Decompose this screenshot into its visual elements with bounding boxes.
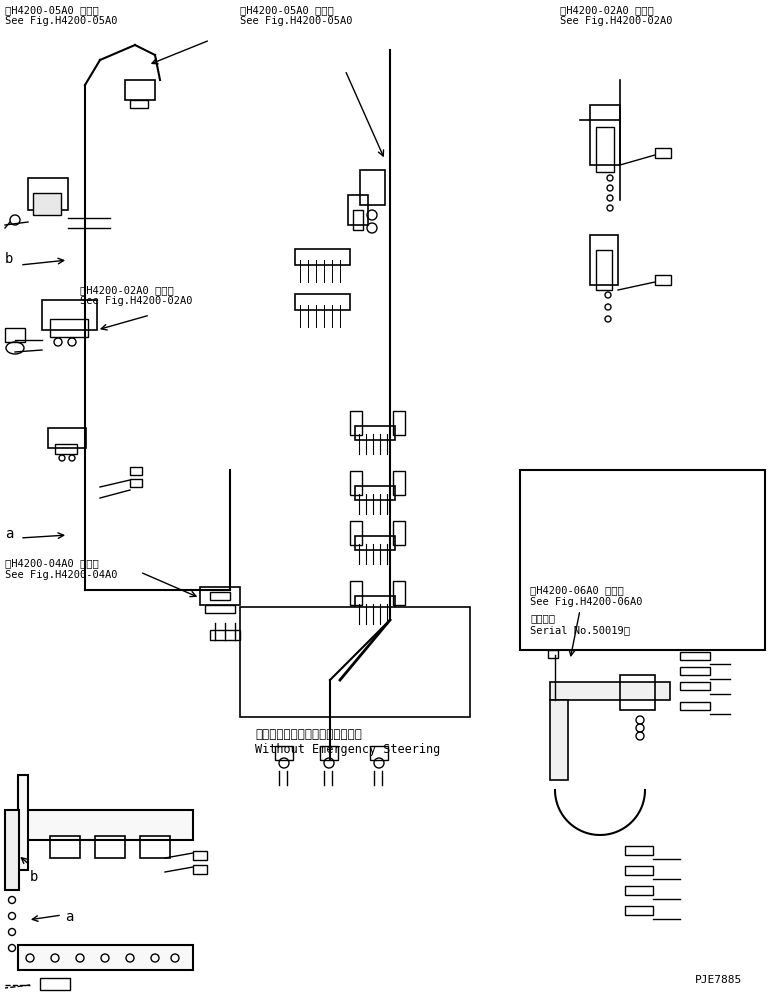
Bar	[240, 607, 470, 717]
Bar	[42, 300, 97, 330]
Bar	[360, 170, 385, 205]
Bar	[680, 652, 710, 660]
Text: 第H4200-06A0 図参照: 第H4200-06A0 図参照	[530, 585, 624, 595]
Bar	[28, 178, 68, 210]
Bar	[655, 148, 671, 158]
Bar	[548, 650, 558, 658]
Bar	[18, 810, 193, 840]
Bar	[393, 521, 405, 545]
Bar	[95, 836, 125, 858]
Bar	[130, 100, 148, 108]
Bar	[625, 906, 653, 915]
Text: a: a	[65, 910, 73, 924]
Bar	[18, 775, 28, 870]
Text: See Fig.H4200-05A0: See Fig.H4200-05A0	[5, 16, 118, 26]
Bar	[193, 851, 207, 860]
Text: Without Emergency Steering: Without Emergency Steering	[255, 743, 440, 756]
Bar	[320, 746, 338, 760]
Bar	[625, 886, 653, 895]
Bar	[275, 746, 293, 760]
Bar	[655, 275, 671, 285]
Bar	[620, 675, 655, 710]
Bar	[295, 249, 350, 265]
Text: See Fig.H4200-02A0: See Fig.H4200-02A0	[80, 296, 193, 306]
Text: See Fig.H4200-04A0: See Fig.H4200-04A0	[5, 570, 118, 580]
Bar	[393, 411, 405, 435]
Bar	[680, 682, 710, 690]
Bar	[590, 105, 620, 165]
Bar	[353, 210, 363, 230]
Bar	[210, 630, 240, 640]
Bar	[350, 581, 362, 605]
Bar	[393, 471, 405, 495]
Text: b: b	[5, 252, 13, 266]
Bar	[40, 978, 70, 990]
Bar	[550, 682, 670, 700]
Bar	[590, 235, 618, 285]
Bar	[370, 746, 388, 760]
Bar	[596, 250, 612, 290]
Bar	[130, 467, 142, 475]
Bar	[350, 471, 362, 495]
Bar	[200, 587, 240, 605]
Text: エマージェンシステアリングナシ: エマージェンシステアリングナシ	[255, 728, 362, 741]
Bar	[393, 581, 405, 605]
Bar	[680, 702, 710, 710]
Bar	[680, 667, 710, 675]
Text: PJE7885: PJE7885	[695, 975, 743, 985]
Text: 第H4200-04A0 図参照: 第H4200-04A0 図参照	[5, 558, 99, 568]
Bar	[205, 605, 235, 613]
Bar	[550, 700, 568, 780]
Text: 第H4200-05A0 図参照: 第H4200-05A0 図参照	[240, 5, 334, 15]
Text: b: b	[30, 870, 38, 884]
Bar	[625, 846, 653, 855]
Text: Serial No.50019～: Serial No.50019～	[530, 625, 630, 635]
Text: See Fig.H4200-05A0: See Fig.H4200-05A0	[240, 16, 353, 26]
Bar	[596, 127, 614, 172]
Bar	[55, 444, 77, 454]
Bar	[193, 865, 207, 874]
Bar	[5, 328, 25, 342]
Bar	[48, 428, 86, 448]
Text: a: a	[5, 527, 13, 541]
Text: 第H4200-02A0 図参照: 第H4200-02A0 図参照	[80, 285, 174, 295]
Bar	[350, 411, 362, 435]
Bar	[295, 294, 350, 310]
Bar	[140, 836, 170, 858]
Bar	[18, 945, 193, 970]
Bar	[33, 193, 61, 215]
Bar	[625, 866, 653, 875]
Bar	[125, 80, 155, 100]
Bar	[355, 596, 395, 610]
Text: 適用号機: 適用号機	[530, 613, 555, 623]
Bar	[210, 592, 230, 600]
Bar	[355, 486, 395, 500]
Text: See Fig.H4200-02A0: See Fig.H4200-02A0	[560, 16, 672, 26]
Bar	[520, 470, 765, 650]
Bar	[50, 319, 88, 337]
Bar	[130, 479, 142, 487]
Bar	[355, 536, 395, 550]
Bar	[350, 521, 362, 545]
Bar	[50, 836, 80, 858]
Text: 第H4200-05A0 図参照: 第H4200-05A0 図参照	[5, 5, 99, 15]
Text: See Fig.H4200-06A0: See Fig.H4200-06A0	[530, 597, 643, 607]
Text: 第H4200-02A0 図参照: 第H4200-02A0 図参照	[560, 5, 654, 15]
Bar	[355, 426, 395, 440]
Bar	[5, 810, 19, 890]
Bar	[348, 195, 368, 225]
